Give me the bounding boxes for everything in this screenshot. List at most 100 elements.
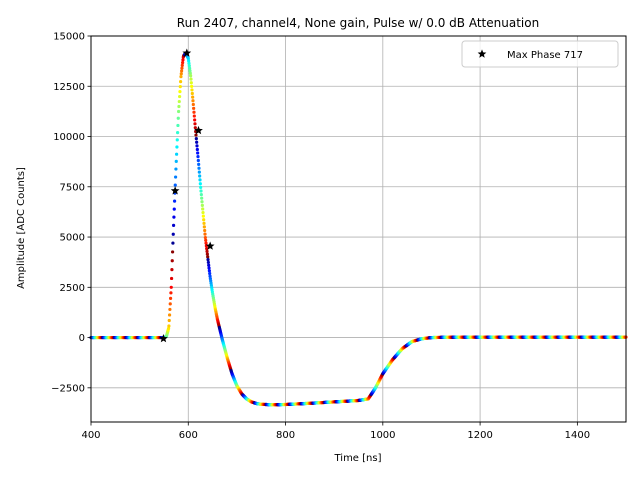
waveform-sample-point bbox=[192, 106, 196, 110]
y-tick-label: 15000 bbox=[53, 32, 85, 43]
waveform-sample-point bbox=[195, 147, 199, 152]
waveform-sample-point bbox=[208, 271, 212, 276]
waveform-sample-point bbox=[176, 131, 180, 135]
waveform-sample-point bbox=[190, 88, 194, 92]
waveform-sample-point bbox=[167, 324, 171, 328]
waveform-sample-point bbox=[194, 133, 198, 137]
waveform-sample-point bbox=[172, 215, 176, 219]
waveform-sample-point bbox=[167, 313, 172, 317]
waveform-sample-point bbox=[179, 75, 183, 79]
max-phase-star-marker bbox=[205, 241, 215, 250]
waveform-sample-point bbox=[189, 81, 193, 85]
waveform-sample-point bbox=[190, 84, 194, 88]
waveform-sample-point bbox=[201, 214, 205, 218]
waveform-sample-point bbox=[198, 182, 202, 186]
waveform-sample-point bbox=[200, 203, 204, 207]
y-axis-title: Amplitude [ADC Counts] bbox=[16, 167, 27, 289]
waveform-sample-point bbox=[176, 116, 180, 120]
waveform-sample-point bbox=[205, 247, 209, 251]
waveform-sample-point bbox=[168, 307, 172, 312]
waveform-sample-point bbox=[174, 167, 178, 171]
waveform-sample-point bbox=[201, 210, 205, 215]
waveform-sample-point bbox=[190, 91, 194, 96]
waveform-sample-point bbox=[166, 326, 171, 331]
x-tick-label: 600 bbox=[179, 430, 198, 441]
waveform-sample-point bbox=[192, 114, 196, 118]
y-tick-label: 12500 bbox=[53, 82, 85, 93]
waveform-sample-point bbox=[169, 285, 173, 289]
waveform-sample-point bbox=[198, 174, 202, 178]
legend-star-marker-icon bbox=[477, 49, 487, 58]
waveform-sample-point bbox=[180, 66, 184, 70]
plot-area-frame bbox=[90, 35, 627, 423]
waveform-sample-point bbox=[195, 140, 199, 144]
waveform-sample-point bbox=[192, 110, 196, 114]
waveform-sample-point bbox=[181, 58, 185, 62]
waveform-sample-point bbox=[169, 291, 173, 295]
waveform-sample-point bbox=[195, 144, 199, 148]
waveform-sample-point bbox=[178, 89, 182, 94]
y-tick-label: 0 bbox=[79, 333, 85, 344]
waveform-sample-point bbox=[203, 232, 207, 236]
waveform-sample-point bbox=[199, 192, 203, 197]
waveform-sample-point bbox=[189, 74, 193, 78]
waveform-sample-point bbox=[181, 61, 185, 65]
waveform-sample-point bbox=[178, 94, 182, 99]
waveform-sample-point bbox=[198, 178, 202, 182]
waveform-sample-point bbox=[173, 183, 177, 187]
waveform-sample-point bbox=[200, 200, 204, 204]
waveform-sample-point bbox=[193, 126, 197, 130]
waveform-sample-point bbox=[194, 137, 198, 141]
waveform-sample-point bbox=[196, 158, 200, 163]
waveform-sample-point bbox=[179, 72, 183, 76]
waveform-sample-point bbox=[171, 223, 176, 227]
waveform-sample-point bbox=[178, 85, 182, 89]
waveform-sample-point bbox=[179, 80, 183, 84]
waveform-sample-point bbox=[196, 151, 200, 155]
y-tick-label: 2500 bbox=[60, 283, 85, 294]
waveform-sample-point bbox=[206, 255, 210, 259]
max-phase-star-marker bbox=[170, 186, 180, 195]
x-tick-label: 1200 bbox=[467, 430, 492, 441]
chart-title: Run 2407, channel4, None gain, Pulse w/ … bbox=[177, 16, 539, 30]
waveform-sample-point bbox=[167, 318, 171, 323]
waveform-sample-point bbox=[206, 258, 210, 262]
waveform-sample-point bbox=[207, 266, 211, 270]
waveform-sample-point bbox=[199, 189, 203, 193]
waveform-sample-point bbox=[188, 66, 192, 70]
waveform-sample-point bbox=[193, 122, 197, 126]
waveform-sample-point bbox=[171, 232, 175, 236]
waveform-sample-point bbox=[205, 252, 209, 256]
waveform-sample-point bbox=[186, 56, 190, 60]
y-tick-label: 10000 bbox=[53, 132, 85, 143]
waveform-sample-point bbox=[177, 99, 181, 104]
waveform-sample-point bbox=[202, 221, 206, 225]
waveform-sample-point bbox=[207, 269, 211, 273]
waveform-sample-point bbox=[203, 228, 207, 233]
waveform-sample-point bbox=[187, 64, 191, 68]
waveform-sample-point bbox=[204, 238, 208, 242]
waveform-sample-point bbox=[188, 71, 192, 75]
waveform-sample-point bbox=[175, 152, 179, 156]
y-tick-label: 5000 bbox=[60, 233, 85, 244]
max-phase-star-marker bbox=[159, 333, 168, 343]
waveform-sample-point bbox=[193, 118, 197, 122]
waveform-sample-point bbox=[207, 263, 211, 267]
waveform-sample-point bbox=[175, 145, 179, 149]
waveform-sample-point bbox=[180, 69, 184, 73]
y-tick-label: 7500 bbox=[60, 182, 85, 193]
y-axis-ticks: −2500 0 2500 5000 7500 10000 12500 15000 bbox=[51, 32, 91, 394]
waveform-sample-point bbox=[204, 241, 208, 245]
waveform-sample-point bbox=[174, 175, 178, 179]
waveform-sample-point bbox=[170, 259, 174, 263]
waveform-sample-point bbox=[199, 185, 203, 189]
waveform-sample-point bbox=[187, 61, 191, 65]
waveform-sample-point bbox=[191, 95, 195, 99]
waveform-sample-point bbox=[208, 274, 212, 278]
waveform-sample-point bbox=[180, 63, 184, 67]
waveform-sample-point bbox=[169, 276, 174, 281]
waveform-sample-point bbox=[197, 166, 201, 170]
y-tick-label: −2500 bbox=[51, 383, 85, 394]
waveform-sample-point bbox=[174, 159, 178, 163]
